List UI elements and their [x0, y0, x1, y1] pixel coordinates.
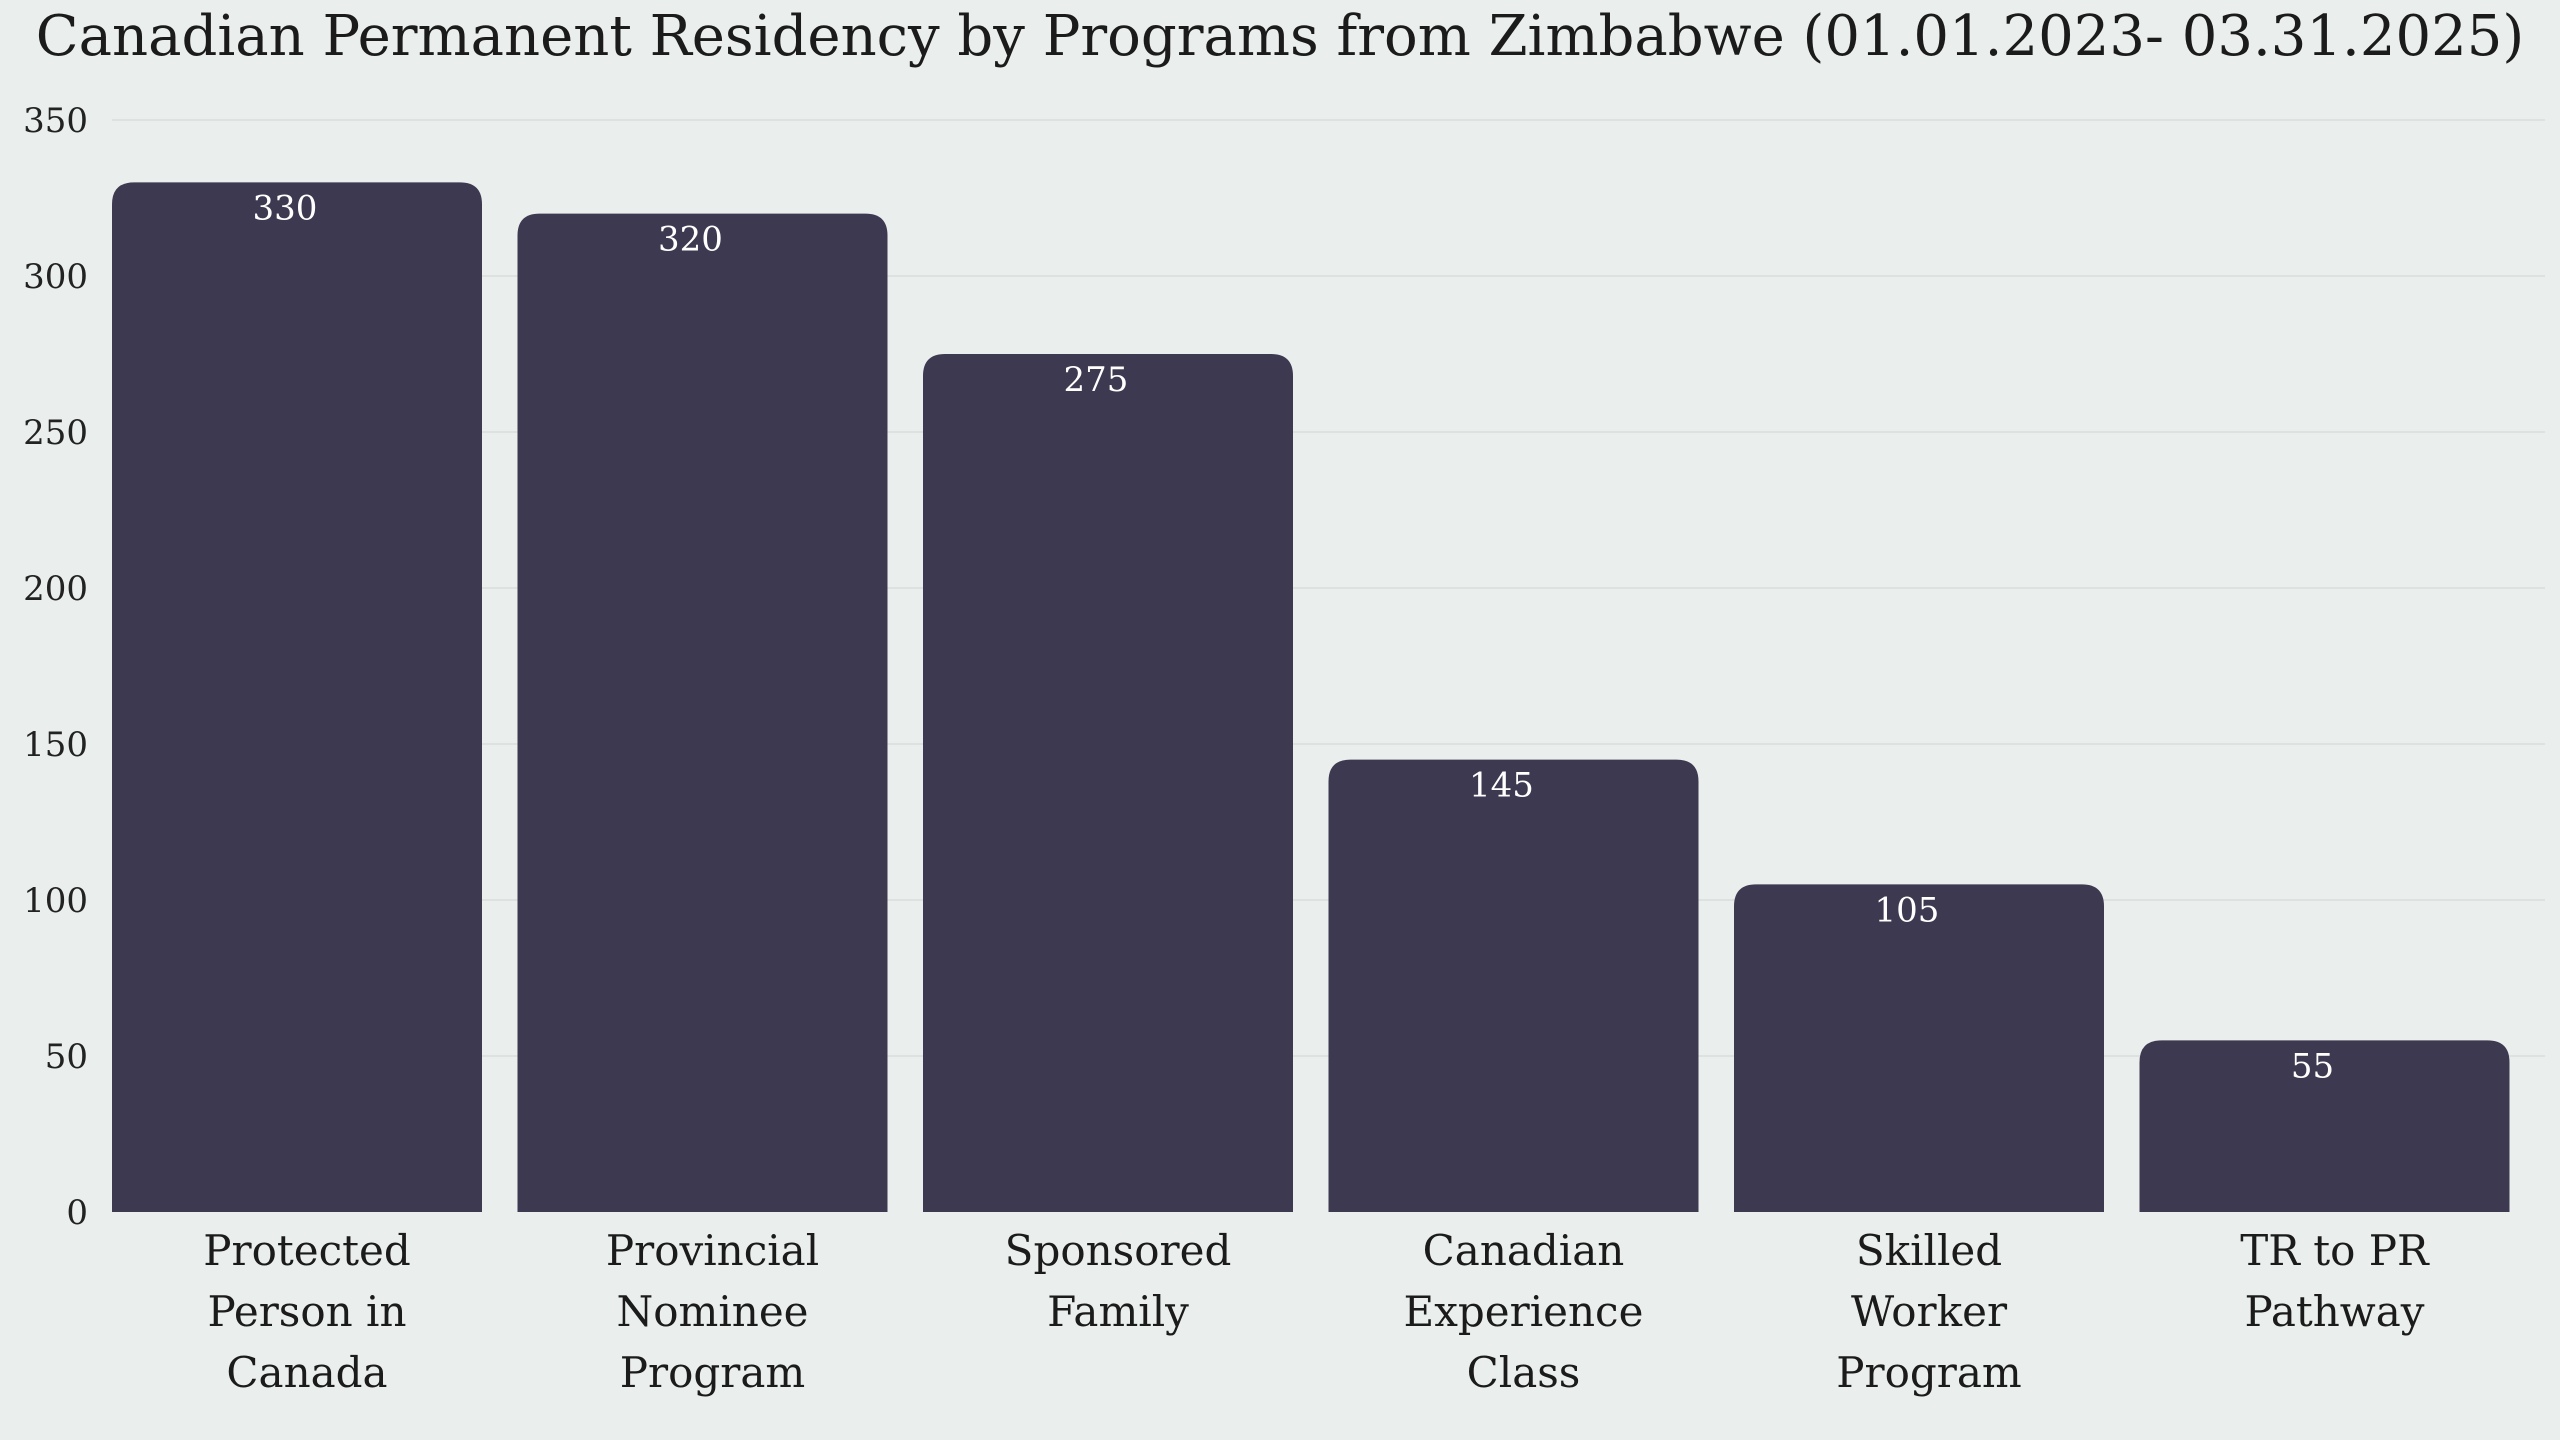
y-tick-label: 350	[23, 101, 88, 141]
x-tick-label: Sponsored Family	[1005, 1226, 1232, 1336]
x-tick-label-line: Program	[620, 1348, 805, 1397]
y-axis-ticks: 0 50 100 150 200 250 300 350	[23, 101, 88, 1233]
x-tick-label: Provincial Nominee Program	[606, 1226, 819, 1397]
y-tick-label: 100	[23, 881, 88, 921]
x-tick-label-line: Family	[1047, 1287, 1189, 1336]
x-axis-labels: Protected Person in Canada Provincial Nomine…	[203, 1226, 2430, 1397]
bar-value-label: 275	[1064, 360, 1129, 400]
x-tick-label-line: Sponsored	[1005, 1226, 1232, 1275]
x-tick-label: Canadian Experience Class	[1404, 1226, 1644, 1397]
x-tick-label-line: Worker	[1851, 1287, 2008, 1336]
bar-value-label: 320	[658, 220, 723, 260]
x-tick-label-line: Nominee	[616, 1287, 808, 1336]
bar-value-label: 145	[1469, 766, 1534, 806]
bar-value-label: 330	[253, 188, 318, 228]
x-tick-label-line: Class	[1467, 1348, 1581, 1397]
x-tick-label-line: TR to PR	[2240, 1226, 2430, 1275]
x-tick-label-line: Canadian	[1423, 1226, 1625, 1275]
x-tick-label: Protected Person in Canada	[203, 1226, 411, 1397]
bars	[112, 182, 2510, 1213]
x-tick-label-line: Skilled	[1856, 1226, 2002, 1275]
x-tick-label-line: Pathway	[2244, 1287, 2424, 1336]
bar	[2139, 1040, 2510, 1212]
bar	[112, 182, 482, 1212]
x-tick-label-line: Person in	[207, 1287, 406, 1336]
bar	[923, 354, 1293, 1212]
data-labels: 330 320 275 145 105 55	[253, 188, 2335, 1086]
y-tick-label: 300	[23, 257, 88, 297]
x-tick-label: Skilled Worker Program	[1836, 1226, 2021, 1397]
bar	[1328, 759, 1699, 1212]
x-tick-label-line: Protected	[203, 1226, 411, 1275]
bar-value-label: 55	[2291, 1046, 2334, 1086]
y-tick-label: 0	[66, 1193, 88, 1233]
x-tick-label-line: Experience	[1404, 1287, 1644, 1336]
y-tick-label: 150	[23, 725, 88, 765]
y-tick-label: 50	[45, 1037, 88, 1077]
bar	[517, 213, 888, 1213]
y-tick-label: 200	[23, 569, 88, 609]
chart-title: Canadian Permanent Residency by Programs…	[35, 4, 2525, 69]
x-tick-label-line: Provincial	[606, 1226, 819, 1275]
x-tick-label-line: Canada	[226, 1348, 387, 1397]
y-tick-label: 250	[23, 413, 88, 453]
x-tick-label: TR to PR Pathway	[2240, 1226, 2430, 1336]
x-tick-label-line: Program	[1836, 1348, 2021, 1397]
bar	[1734, 884, 2104, 1212]
bar-value-label: 105	[1875, 890, 1940, 930]
